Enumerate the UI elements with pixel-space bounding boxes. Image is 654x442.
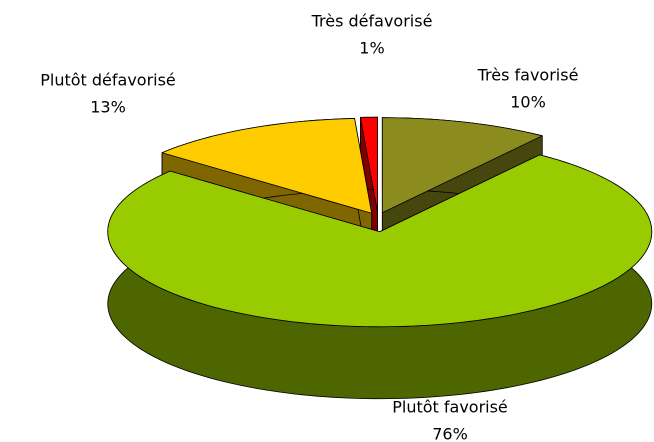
slice-label: Plutôt favorisé: [392, 398, 508, 417]
slice-value-label: 13%: [90, 98, 126, 117]
slice-value-label: 76%: [432, 425, 468, 442]
slice-value-label: 1%: [359, 39, 384, 58]
slice-label: Très défavorisé: [311, 12, 433, 31]
slice: [161, 118, 373, 214]
slice-label: Très favorisé: [477, 66, 579, 85]
slice-value-label: 10%: [510, 93, 546, 112]
slice-label: Plutôt défavorisé: [40, 71, 176, 90]
slice: [107, 154, 653, 328]
slice: [381, 117, 543, 214]
slice: [360, 116, 378, 213]
